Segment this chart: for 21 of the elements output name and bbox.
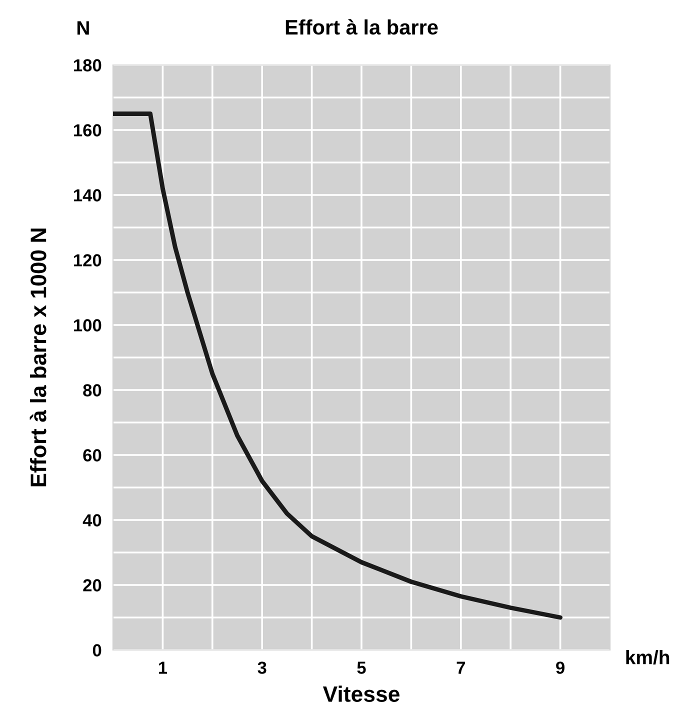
x-tick-label: 9 — [556, 662, 564, 674]
line-series — [113, 112, 563, 620]
text: N — [77, 21, 89, 35]
y-tick-label: 160 — [74, 124, 102, 136]
y-tick-label: 20 — [83, 579, 102, 592]
y-tick-label: 0 — [92, 644, 102, 656]
y-axis-title: Effort à la barre x 1000 N — [30, 228, 46, 486]
y-tick-label: 60 — [83, 449, 102, 462]
y-tick-label: 140 — [74, 189, 102, 202]
text: km/h — [626, 650, 670, 664]
y-tick-label: 120 — [74, 254, 102, 266]
y-tick-label: 80 — [83, 384, 102, 396]
x-tick-label: 7 — [456, 662, 465, 674]
y-tick-label: 40 — [82, 514, 102, 526]
x-tick-label: 5 — [357, 662, 366, 674]
x-tick-label: 1 — [158, 662, 168, 674]
y-tick-label: 100 — [74, 319, 102, 332]
x-tick-label: 3 — [258, 662, 266, 674]
y-tick-label: 180 — [74, 59, 102, 72]
x-axis-title: Vitesse — [322, 686, 400, 702]
chart-title: Effort à la barre — [286, 19, 438, 35]
